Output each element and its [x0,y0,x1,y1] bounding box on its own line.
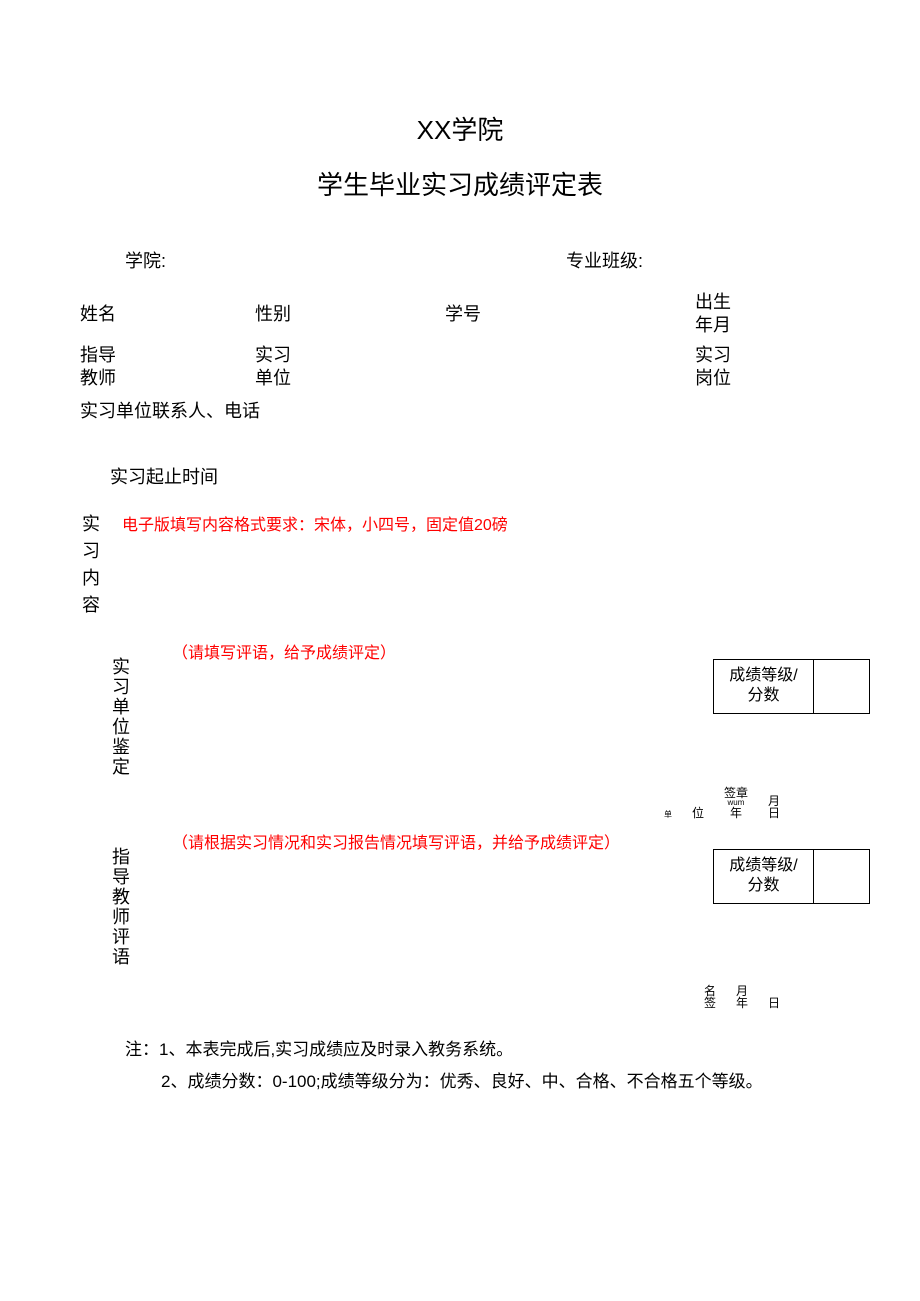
institution-title: XX学院 [80,110,840,147]
post-label: 实习岗位 [695,344,755,391]
teacher-signature-line: 名签 月年 日 [704,985,780,1009]
student-id-label: 学号 [445,303,695,326]
unit-eval-vertical-label: 实习单位鉴定 [110,657,132,819]
period-label: 实习起止时间 [110,463,840,489]
teacher-label: 指导教师 [80,344,255,391]
teacher-grade-box: 成绩等级/分数 [713,849,870,905]
dob-label: 出生年月 [695,291,755,338]
unit-eval-hint: （请填写评语，给予成绩评定） [172,645,396,662]
info-row-2: 指导教师 实习单位 实习岗位 [80,344,840,391]
teacher-eval-vertical-label: 指导教师评语 [110,847,132,1009]
content-vertical-label: 实习内容 [80,511,102,619]
unit-grade-box: 成绩等级/分数 [713,659,870,715]
teacher-eval-hint: （请根据实习情况和实习报告情况填写评语，并给予成绩评定） [172,835,620,852]
teacher-evaluation-section: 指导教师评语 （请根据实习情况和实习报告情况填写评语，并给予成绩评定） 成绩等级… [80,829,840,1009]
header-row: 学院: 专业班级: [80,247,840,273]
unit-label: 实习单位 [255,344,445,391]
teacher-grade-value [814,850,869,904]
content-format-hint: 电子版填写内容格式要求：宋体，小四号，固定值20磅 [122,517,508,534]
name-label: 姓名 [80,303,255,326]
note-2: 2、成绩分数：0-100;成绩等级分为：优秀、良好、中、合格、不合格五个等级。 [161,1066,840,1098]
unit-grade-value [814,660,869,714]
contact-label: 实习单位联系人、电话 [80,397,840,423]
unit-signature-line: 单 位 签章wum年 月日 [664,787,780,819]
gender-label: 性别 [255,303,445,326]
major-class-label: 专业班级: [566,247,643,273]
unit-evaluation-section: 实习单位鉴定 （请填写评语，给予成绩评定） 成绩等级/分数 单 位 签章wum年… [80,639,840,819]
form-title: 学生毕业实习成绩评定表 [80,165,840,202]
internship-content-section: 实习内容 电子版填写内容格式要求：宋体，小四号，固定值20磅 [80,511,840,619]
notes-section: 注：1、本表完成后,实习成绩应及时录入教务系统。 2、成绩分数：0-100;成绩… [125,1034,840,1099]
note-1: 注：1、本表完成后,实习成绩应及时录入教务系统。 [125,1034,840,1066]
info-row-1: 姓名 性别 学号 出生年月 [80,291,840,338]
grade-label: 成绩等级/分数 [714,850,814,904]
grade-label: 成绩等级/分数 [714,660,814,714]
college-label: 学院: [125,247,166,273]
